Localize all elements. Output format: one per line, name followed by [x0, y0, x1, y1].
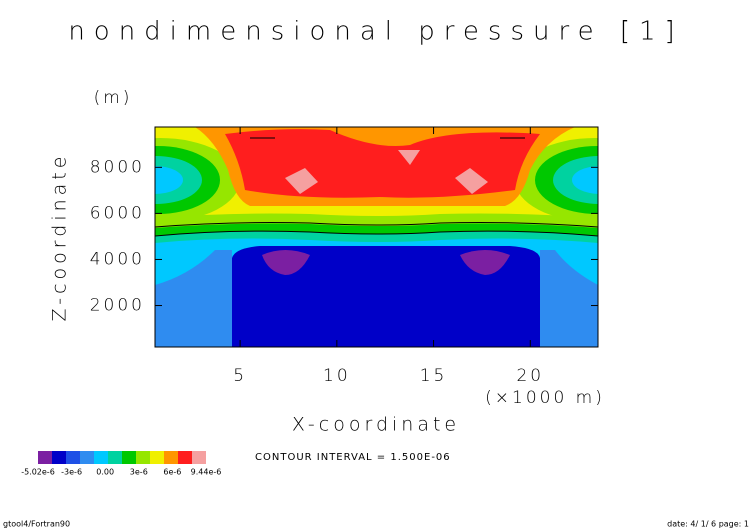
- colorbar-box: [192, 451, 206, 464]
- colorbar-label: -5.02e-6: [21, 468, 55, 477]
- colorbar-box: [66, 451, 80, 464]
- x-tick-label: 15: [420, 366, 448, 386]
- contour-field: [155, 127, 598, 347]
- plot-frame: [154, 126, 599, 348]
- y-unit: (m): [94, 88, 133, 108]
- x-tick-label: 5: [233, 366, 247, 386]
- contour-interval: CONTOUR INTERVAL = 1.500E-06: [255, 452, 451, 463]
- footer-left: gtool4/Fortran90: [3, 520, 70, 529]
- y-tick-label: 6000: [90, 203, 145, 223]
- x-tick-label: 10: [323, 366, 351, 386]
- colorbar-label: 9.44e-6: [191, 468, 222, 477]
- colorbar-box: [108, 451, 122, 464]
- colorbar-label: 6e-6: [163, 468, 181, 477]
- chart-title: nondimensional pressure [1]: [68, 17, 683, 47]
- colorbar-label: 0.00: [96, 468, 114, 477]
- y-tick-label: 2000: [90, 296, 145, 316]
- colorbar-box: [122, 451, 136, 464]
- footer-right: date: 4/ 1/ 6 page: 1: [667, 520, 749, 529]
- colorbar-box: [52, 451, 66, 464]
- colorbar-label: 3e-6: [130, 468, 148, 477]
- y-tick-label: 4000: [90, 249, 145, 269]
- x-unit: (×1000 m): [485, 388, 605, 408]
- colorbar-box: [94, 451, 108, 464]
- colorbar-box: [150, 451, 164, 464]
- colorbar-box: [38, 451, 52, 464]
- y-tick-label: 8000: [90, 157, 145, 177]
- x-axis-title: X-coordinate: [292, 414, 460, 436]
- colorbar-box: [136, 451, 150, 464]
- colorbar-label: -3e-6: [61, 468, 82, 477]
- colorbar-box: [80, 451, 94, 464]
- y-axis-title: Z-coordinate: [49, 153, 71, 322]
- x-tick-label: 20: [516, 366, 544, 386]
- colorbar-box: [164, 451, 178, 464]
- colorbar-box: [178, 451, 192, 464]
